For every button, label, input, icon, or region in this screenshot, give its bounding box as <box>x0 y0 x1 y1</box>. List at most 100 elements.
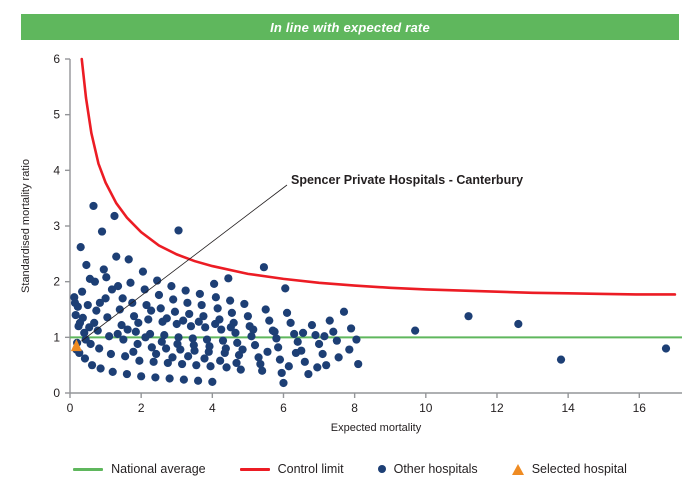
data-point[interactable] <box>174 333 183 342</box>
data-point[interactable] <box>261 305 270 314</box>
data-point[interactable] <box>250 341 260 350</box>
data-point[interactable] <box>129 347 138 356</box>
data-point[interactable] <box>112 252 121 261</box>
legend-item-selected-hospital[interactable]: Selected hospital <box>511 462 627 476</box>
data-point[interactable] <box>314 339 324 349</box>
data-point[interactable] <box>172 319 181 329</box>
data-point[interactable] <box>352 335 361 344</box>
data-point[interactable] <box>291 348 301 358</box>
data-point[interactable] <box>298 328 308 337</box>
data-point[interactable] <box>216 356 225 365</box>
data-point[interactable] <box>87 361 97 370</box>
data-point[interactable] <box>119 335 128 344</box>
data-point[interactable] <box>103 313 112 322</box>
data-point[interactable] <box>238 345 247 354</box>
data-point[interactable] <box>345 345 354 354</box>
data-point[interactable] <box>160 331 169 340</box>
data-point[interactable] <box>179 375 188 384</box>
data-point[interactable] <box>320 332 329 341</box>
data-point[interactable] <box>169 295 178 304</box>
data-point[interactable] <box>113 329 122 339</box>
data-point[interactable] <box>99 265 108 274</box>
data-point[interactable] <box>277 368 286 378</box>
data-point[interactable] <box>210 279 219 288</box>
data-point[interactable] <box>157 337 166 346</box>
data-point[interactable] <box>226 323 235 332</box>
data-point[interactable] <box>265 316 274 325</box>
data-point[interactable] <box>140 285 149 294</box>
data-point[interactable] <box>137 372 146 381</box>
data-point[interactable] <box>115 305 124 314</box>
data-point[interactable] <box>293 337 302 346</box>
data-point[interactable] <box>313 363 322 372</box>
selected-hospital-marker[interactable] <box>70 339 82 352</box>
data-point[interactable] <box>106 349 116 359</box>
data-point[interactable] <box>142 300 151 310</box>
data-point[interactable] <box>193 376 203 385</box>
data-point[interactable] <box>113 282 123 291</box>
data-point[interactable] <box>85 274 95 283</box>
data-point[interactable] <box>243 312 253 321</box>
data-point[interactable] <box>75 318 85 327</box>
data-point[interactable] <box>211 319 220 329</box>
data-point[interactable] <box>222 363 231 372</box>
data-point[interactable] <box>322 361 331 370</box>
data-point[interactable] <box>174 226 183 235</box>
data-point[interactable] <box>184 352 193 361</box>
data-point[interactable] <box>156 304 165 313</box>
data-point[interactable] <box>304 369 313 379</box>
data-point[interactable] <box>95 298 104 307</box>
legend-item-control-limit[interactable]: Control limit <box>239 462 344 476</box>
data-point[interactable] <box>284 362 293 371</box>
data-point[interactable] <box>226 296 235 305</box>
data-point[interactable] <box>329 327 338 336</box>
data-point[interactable] <box>661 344 671 353</box>
data-point[interactable] <box>254 353 263 362</box>
data-point[interactable] <box>281 284 290 293</box>
data-point[interactable] <box>205 342 214 351</box>
data-point[interactable] <box>183 298 192 307</box>
data-point[interactable] <box>96 364 105 373</box>
data-point[interactable] <box>117 320 126 330</box>
data-point[interactable] <box>411 326 420 335</box>
data-point[interactable] <box>90 318 99 327</box>
data-point[interactable] <box>168 353 177 362</box>
data-point[interactable] <box>270 327 279 336</box>
data-point[interactable] <box>275 355 285 364</box>
data-point[interactable] <box>231 328 240 337</box>
data-point[interactable] <box>95 344 104 353</box>
data-point[interactable] <box>201 323 210 332</box>
data-point[interactable] <box>147 343 156 352</box>
data-point[interactable] <box>272 334 281 343</box>
data-point[interactable] <box>194 317 203 326</box>
data-point[interactable] <box>334 353 343 362</box>
data-point[interactable] <box>233 338 242 347</box>
data-point[interactable] <box>102 273 111 282</box>
data-point[interactable] <box>163 358 172 368</box>
data-point[interactable] <box>170 307 180 316</box>
data-point[interactable] <box>177 359 187 369</box>
data-point[interactable] <box>108 367 117 376</box>
data-point[interactable] <box>218 336 228 345</box>
data-point[interactable] <box>249 325 258 334</box>
data-point[interactable] <box>80 328 89 337</box>
data-point[interactable] <box>311 331 320 340</box>
data-point[interactable] <box>167 282 176 291</box>
data-point[interactable] <box>133 339 142 349</box>
data-point[interactable] <box>186 322 196 331</box>
data-point[interactable] <box>236 365 245 374</box>
data-point[interactable] <box>135 356 144 365</box>
data-point[interactable] <box>154 290 164 300</box>
data-point[interactable] <box>97 227 107 236</box>
data-point[interactable] <box>286 318 295 327</box>
data-point[interactable] <box>181 286 190 295</box>
selected-hospital-triangle[interactable] <box>70 339 82 352</box>
data-point[interactable] <box>200 354 209 363</box>
data-point[interactable] <box>263 347 272 356</box>
data-point[interactable] <box>464 312 473 321</box>
data-point[interactable] <box>126 278 135 287</box>
data-point[interactable] <box>325 316 334 325</box>
data-point[interactable] <box>179 316 188 325</box>
data-point[interactable] <box>259 263 269 272</box>
data-point[interactable] <box>247 332 256 341</box>
